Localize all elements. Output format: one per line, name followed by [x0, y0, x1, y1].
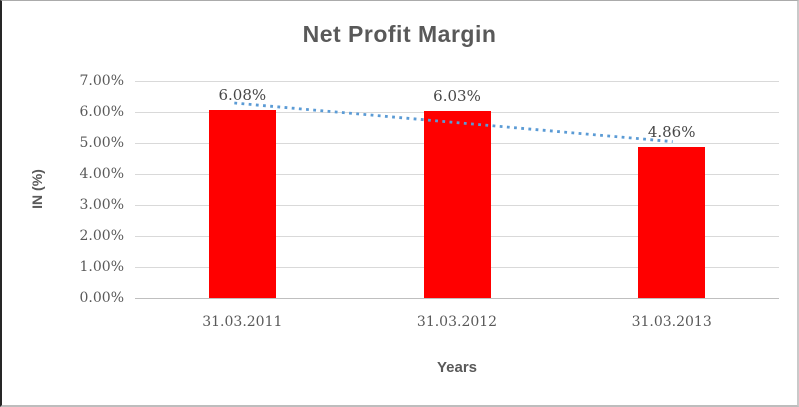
y-tick-label: 6.00%: [79, 104, 124, 120]
data-label: 6.08%: [218, 85, 267, 104]
x-tick-label: 31.03.2012: [416, 314, 498, 330]
bar: [208, 109, 276, 298]
x-tick-label: 31.03.2013: [631, 314, 712, 330]
y-tick-label: 1.00%: [79, 259, 124, 275]
data-label: 6.03%: [433, 87, 481, 106]
chart-title: Net Profit Margin: [302, 21, 497, 47]
x-axis-title: Years: [436, 359, 478, 376]
y-axis-title: IN (%): [29, 169, 45, 209]
data-label: 4.86%: [647, 123, 696, 142]
y-tick-label: 7.00%: [79, 73, 124, 89]
x-axis-line: [135, 297, 779, 299]
x-tick-label: 31.03.2011: [202, 314, 283, 330]
y-tick-label: 2.00%: [79, 228, 124, 244]
y-tick-label: 3.00%: [79, 197, 124, 213]
bar: [638, 147, 706, 298]
gridline: [135, 80, 779, 82]
y-tick-label: 4.00%: [79, 166, 124, 182]
bar: [423, 111, 491, 298]
y-tick-label: 0.00%: [79, 290, 124, 306]
y-tick-label: 5.00%: [79, 135, 124, 151]
